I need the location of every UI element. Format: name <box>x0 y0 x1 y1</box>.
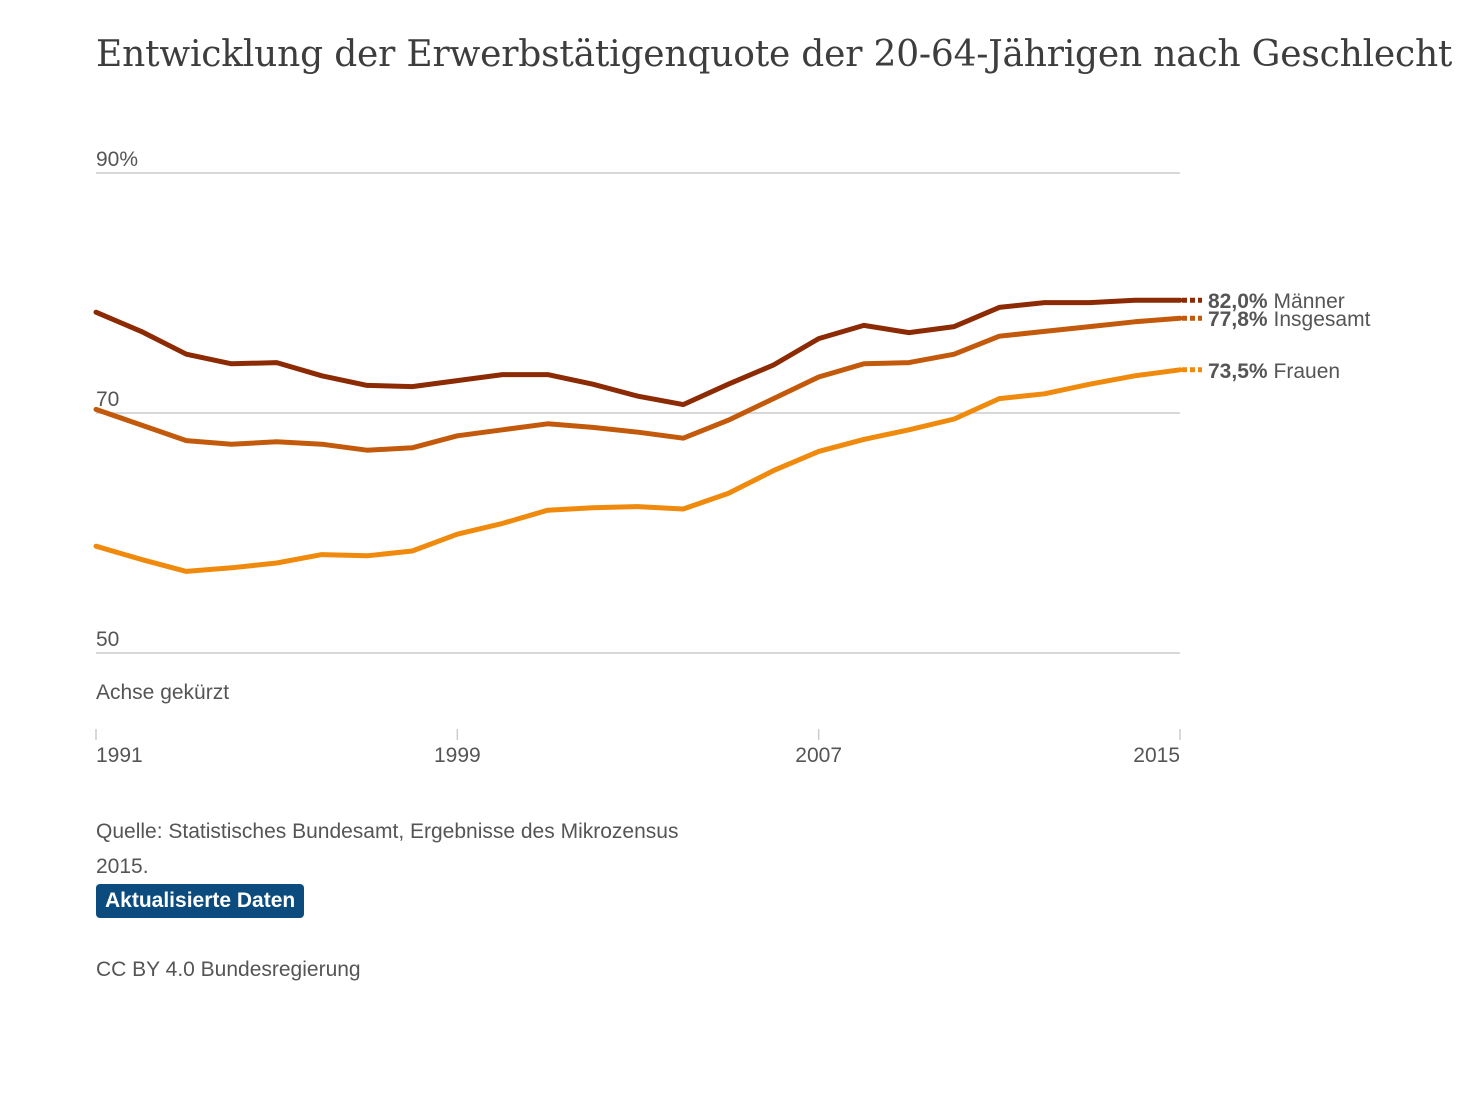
x-axis-ticks: 1991 1999 2007 2015 <box>95 729 1181 767</box>
axis-truncated-note: Achse gekürzt <box>96 681 229 704</box>
series-name: Frauen <box>1274 360 1341 383</box>
series-end-value: 73,5% <box>1208 360 1268 383</box>
license-note: CC BY 4.0 Bundesregierung <box>96 958 361 981</box>
y-tick-label: 90% <box>96 148 138 171</box>
y-tick-label: 50 <box>96 628 119 651</box>
series-name: Männer <box>1274 290 1345 313</box>
x-tick-label: 1999 <box>434 744 481 767</box>
y-axis-ticks: 90% 70 50 <box>96 148 138 651</box>
series-line-insgesamt <box>93 315 1183 453</box>
series-end-label: 73,5% Frauen <box>1208 360 1340 383</box>
series-end-value: 77,8% <box>1208 308 1268 331</box>
series-line-männer <box>93 297 1183 408</box>
end-labels: 82,0% Männer 77,8% Insgesamt 73,5% Frauen <box>1182 290 1371 383</box>
series-name: Insgesamt <box>1274 308 1371 331</box>
x-tick-label: 2007 <box>795 744 842 767</box>
x-tick-label: 1991 <box>96 744 143 767</box>
series-lines <box>93 297 1183 574</box>
line-chart: 90% 70 50 1991 1999 2007 2015 Achse gekürzt 8… <box>93 148 1371 767</box>
series-line-frauen <box>93 367 1183 574</box>
y-tick-label: 70 <box>96 388 119 411</box>
x-tick-label: 2015 <box>1133 744 1180 767</box>
updated-data-button[interactable]: Aktualisierte Daten <box>96 884 305 918</box>
gridlines <box>96 172 1180 654</box>
chart-title: Entwicklung der Erwerbstätigenquote der … <box>96 34 1453 75</box>
series-end-value: 82,0% <box>1208 290 1268 313</box>
source-note: Quelle: Statistisches Bundesamt, Ergebni… <box>96 820 679 878</box>
series-end-label: 77,8% Insgesamt <box>1208 308 1371 331</box>
series-end-label: 82,0% Männer <box>1208 290 1345 313</box>
